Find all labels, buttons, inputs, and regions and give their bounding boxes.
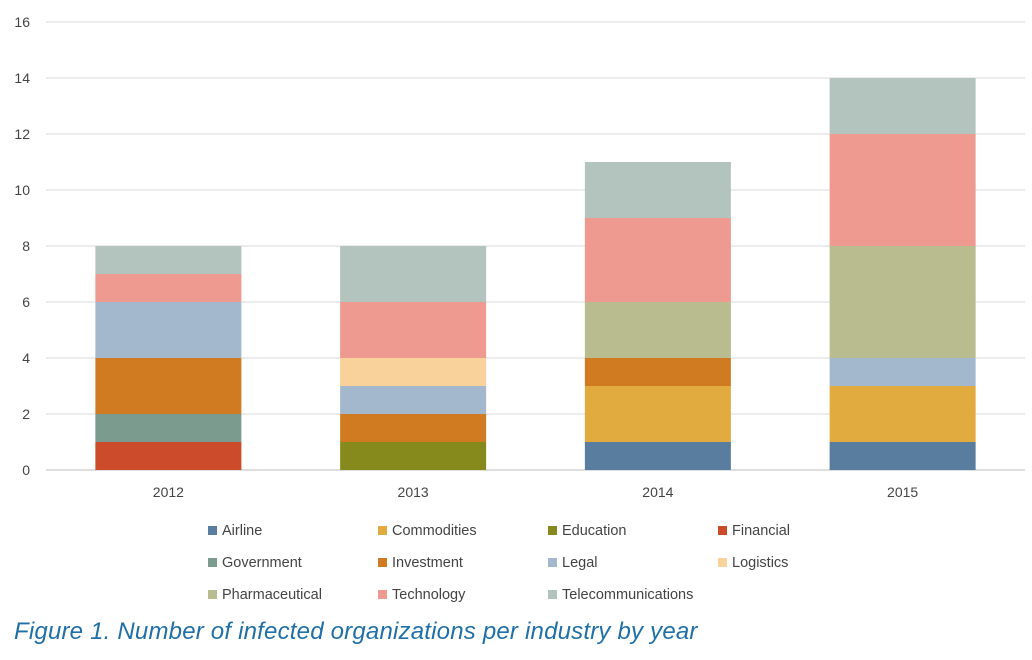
legend-label-telecommunications: Telecommunications: [562, 587, 693, 603]
legend-swatch-legal: [548, 558, 557, 567]
bar-2013-investment: [340, 414, 487, 442]
legend-label-legal: Legal: [562, 555, 597, 571]
figure-caption: Figure 1. Number of infected organizatio…: [14, 618, 698, 645]
bar-2012-telecommunications: [95, 246, 242, 274]
legend-label-government: Government: [222, 555, 302, 571]
bar-2013-legal: [340, 386, 487, 414]
bar-2012-technology: [95, 274, 242, 302]
y-tick-label-6: 6: [22, 294, 30, 310]
legend-swatch-logistics: [718, 558, 727, 567]
legend-label-technology: Technology: [392, 587, 466, 603]
bar-2015-pharmaceutical: [829, 246, 976, 358]
bar-2015-technology: [829, 134, 976, 246]
bar-2014-technology: [584, 218, 731, 302]
bar-2014-telecommunications: [584, 162, 731, 218]
bar-2015-airline: [829, 442, 976, 470]
bar-2012-investment: [95, 358, 242, 414]
stacked-bar-chart: 0 2 4 6 8 10 12 14 16 2012 2013 2014 2015 Airline Co…: [14, 14, 1025, 603]
bar-2014-commodities: [584, 386, 731, 442]
bar-2012-government: [95, 414, 242, 442]
bar-2013-education: [340, 442, 487, 470]
legend-label-pharmaceutical: Pharmaceutical: [222, 587, 322, 603]
legend-swatch-technology: [378, 590, 387, 599]
bar-2013-technology: [340, 302, 487, 358]
bar-2015-commodities: [829, 386, 976, 442]
y-tick-label-14: 14: [14, 70, 30, 86]
bar-2015-telecommunications: [829, 78, 976, 134]
y-tick-label-10: 10: [14, 182, 30, 198]
legend: Airline Commodities Education Financial Gove…: [208, 523, 790, 603]
legend-swatch-commodities: [378, 526, 387, 535]
legend-swatch-telecommunications: [548, 590, 557, 599]
legend-label-commodities: Commodities: [392, 523, 477, 539]
x-category-label-2015: 2015: [887, 484, 918, 500]
legend-swatch-investment: [378, 558, 387, 567]
bar-2013-logistics: [340, 358, 487, 386]
legend-swatch-education: [548, 526, 557, 535]
y-tick-label-8: 8: [22, 238, 30, 254]
y-tick-label-2: 2: [22, 406, 30, 422]
legend-label-logistics: Logistics: [732, 555, 788, 571]
legend-label-investment: Investment: [392, 555, 463, 571]
y-tick-label-16: 16: [14, 14, 30, 30]
x-axis-categories: 2012 2013 2014 2015: [153, 484, 919, 500]
y-tick-label-0: 0: [22, 462, 30, 478]
legend-label-financial: Financial: [732, 523, 790, 539]
y-axis-ticks: 0 2 4 6 8 10 12 14 16: [14, 14, 30, 478]
bar-2014-investment: [584, 358, 731, 386]
x-category-label-2013: 2013: [398, 484, 429, 500]
legend-swatch-pharmaceutical: [208, 590, 217, 599]
bar-2014-pharmaceutical: [584, 302, 731, 358]
legend-swatch-government: [208, 558, 217, 567]
legend-label-education: Education: [562, 523, 627, 539]
bar-2013-telecommunications: [340, 246, 487, 302]
y-tick-label-12: 12: [14, 126, 30, 142]
x-category-label-2014: 2014: [642, 484, 673, 500]
bar-2012-financial: [95, 442, 242, 470]
bars: [95, 78, 976, 470]
legend-label-airline: Airline: [222, 523, 262, 539]
legend-swatch-financial: [718, 526, 727, 535]
y-tick-label-4: 4: [22, 350, 30, 366]
bar-2014-airline: [584, 442, 731, 470]
x-category-label-2012: 2012: [153, 484, 184, 500]
legend-swatch-airline: [208, 526, 217, 535]
bar-2012-legal: [95, 302, 242, 358]
bar-2015-legal: [829, 358, 976, 386]
